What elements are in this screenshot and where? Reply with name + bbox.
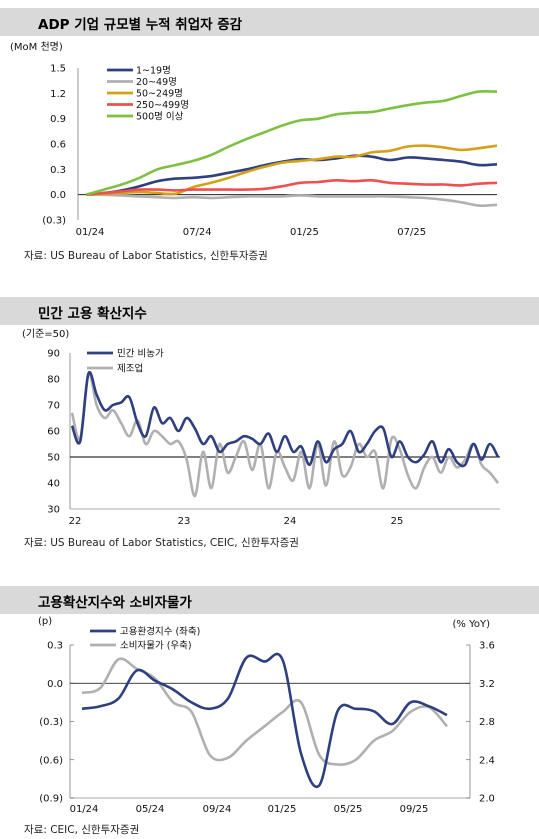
chart-3-source: 자료: CEIC, 신한투자증권 xyxy=(24,824,140,836)
chart-3-title: 고용확산지수와 소비자물가 xyxy=(38,595,192,611)
chart-3-left-tick-label: (0.3) xyxy=(39,717,63,728)
chart-2-y-tick-label: 60 xyxy=(47,427,60,438)
chart-2-y-tick-label: 70 xyxy=(47,401,60,412)
chart-1-y-tick-label: 0.3 xyxy=(50,165,66,176)
chart-1-y-tick-label: 0.6 xyxy=(50,140,66,151)
chart-2-y-tick-label: 40 xyxy=(47,479,60,490)
chart-3-x-tick-label: 09/24 xyxy=(203,804,232,815)
chart-1-series-line-0 xyxy=(85,154,498,196)
chart-3-left-unit-label: (p) xyxy=(38,616,52,627)
chart-3-series-line-0 xyxy=(81,652,448,789)
chart-3-series-line-1 xyxy=(81,657,448,766)
chart-1-y-tick-label: 1.5 xyxy=(50,64,66,75)
chart-3-x-tick-label: 09/25 xyxy=(400,804,429,815)
chart-2-title: 민간 고용 확산지수 xyxy=(38,306,147,322)
chart-1-svg: (MoM 천명) 1.5 1.2 0.9 0.6 0.3 0.0 (0.3) 01/24 07/2… xyxy=(10,41,498,238)
chart-3-legend-label: 고용환경지수 (좌축) xyxy=(120,626,200,638)
chart-1-series-line-1 xyxy=(85,193,498,208)
chart-3-right-tick-label: 2.0 xyxy=(479,794,495,805)
chart-2-x-tick-label: 22 xyxy=(69,516,82,527)
chart-2-y-tick-label: 90 xyxy=(47,349,60,360)
chart-2-series-line-1 xyxy=(70,371,500,498)
chart-1-legend-label: 1~19명 xyxy=(136,66,171,77)
chart-1-x-tick-label: 01/25 xyxy=(290,227,319,238)
chart-2-y-tick-label: 30 xyxy=(47,505,60,516)
chart-2-series-line-0 xyxy=(70,370,500,468)
chart-3-right-unit-label: (% YoY) xyxy=(453,619,491,630)
chart-3-right-tick-label: 3.2 xyxy=(479,679,495,690)
chart-1-x-tick-label: 01/24 xyxy=(76,227,105,238)
chart-1-series-line-2 xyxy=(85,144,498,196)
chart-2-y-tick-label: 50 xyxy=(47,453,60,464)
chart-2-header: 민간 고용 확산지수 xyxy=(0,297,539,325)
chart-3-left-tick-label: (0.6) xyxy=(39,755,63,766)
chart-3-x-tick-label: 01/24 xyxy=(70,804,99,815)
chart-2-unit-label: (기준=50) xyxy=(22,328,69,340)
chart-3-x-tick-label: 05/24 xyxy=(136,804,165,815)
chart-1-title: ADP 기업 규모별 누적 취업자 증감 xyxy=(38,17,243,33)
chart-3-right-tick-label: 3.6 xyxy=(479,641,495,652)
chart-2-source: 자료: US Bureau of Labor Statistics, CEIC,… xyxy=(24,537,299,549)
chart-3-right-tick-label: 2.8 xyxy=(479,717,495,728)
chart-1-legend-label: 20~49명 xyxy=(136,77,177,88)
chart-1-x-tick-label: 07/25 xyxy=(397,227,426,238)
chart-2-x-tick-label: 24 xyxy=(284,516,297,527)
chart-3-right-tick-label: 2.4 xyxy=(479,755,495,766)
chart-3-left-tick-label: (0.9) xyxy=(39,794,63,805)
chart-2-x-tick-label: 23 xyxy=(178,516,191,527)
chart-1-source: 자료: US Bureau of Labor Statistics, 신한투자증… xyxy=(24,250,268,262)
chart-1-y-tick-label: 1.2 xyxy=(50,89,66,100)
chart-3-left-tick-label: 0.0 xyxy=(47,679,63,690)
chart-1-y-tick-label: 0.9 xyxy=(50,114,66,125)
chart-1-legend-label: 50~249명 xyxy=(136,89,183,100)
chart-2-legend-label: 민간 비농가 xyxy=(117,349,164,360)
chart-3-svg: (p) (% YoY) 0.3 0.0 (0.3) (0.6) (0.9) 3.6 3.2 2.8… xyxy=(38,616,495,815)
chart-3-x-tick-label: 05/25 xyxy=(334,804,363,815)
chart-1-unit-label: (MoM 천명) xyxy=(10,41,63,53)
chart-1-series-line-3 xyxy=(85,178,498,196)
chart-1-y-tick-label: (0.3) xyxy=(42,216,66,227)
chart-2-legend-label: 제조업 xyxy=(117,363,143,375)
chart-3-x-tick-label: 01/25 xyxy=(268,804,297,815)
chart-3-legend-label: 소비자물가 (우축) xyxy=(120,641,192,652)
chart-2-y-tick-label: 80 xyxy=(47,375,60,386)
chart-2-x-tick-label: 25 xyxy=(391,516,404,527)
chart-1-legend-label: 500명 이상 xyxy=(136,112,184,123)
chart-1-header: ADP 기업 규모별 누적 취업자 증감 xyxy=(0,8,539,36)
chart-1-x-tick-label: 07/24 xyxy=(183,227,212,238)
chart-3-header: 고용확산지수와 소비자물가 xyxy=(0,586,539,614)
chart-1-series-line-4 xyxy=(85,89,498,196)
chart-1-y-tick-label: 0.0 xyxy=(50,190,66,201)
chart-1-legend-label: 250~499명 xyxy=(136,100,189,111)
chart-3-left-tick-label: 0.3 xyxy=(47,641,63,652)
